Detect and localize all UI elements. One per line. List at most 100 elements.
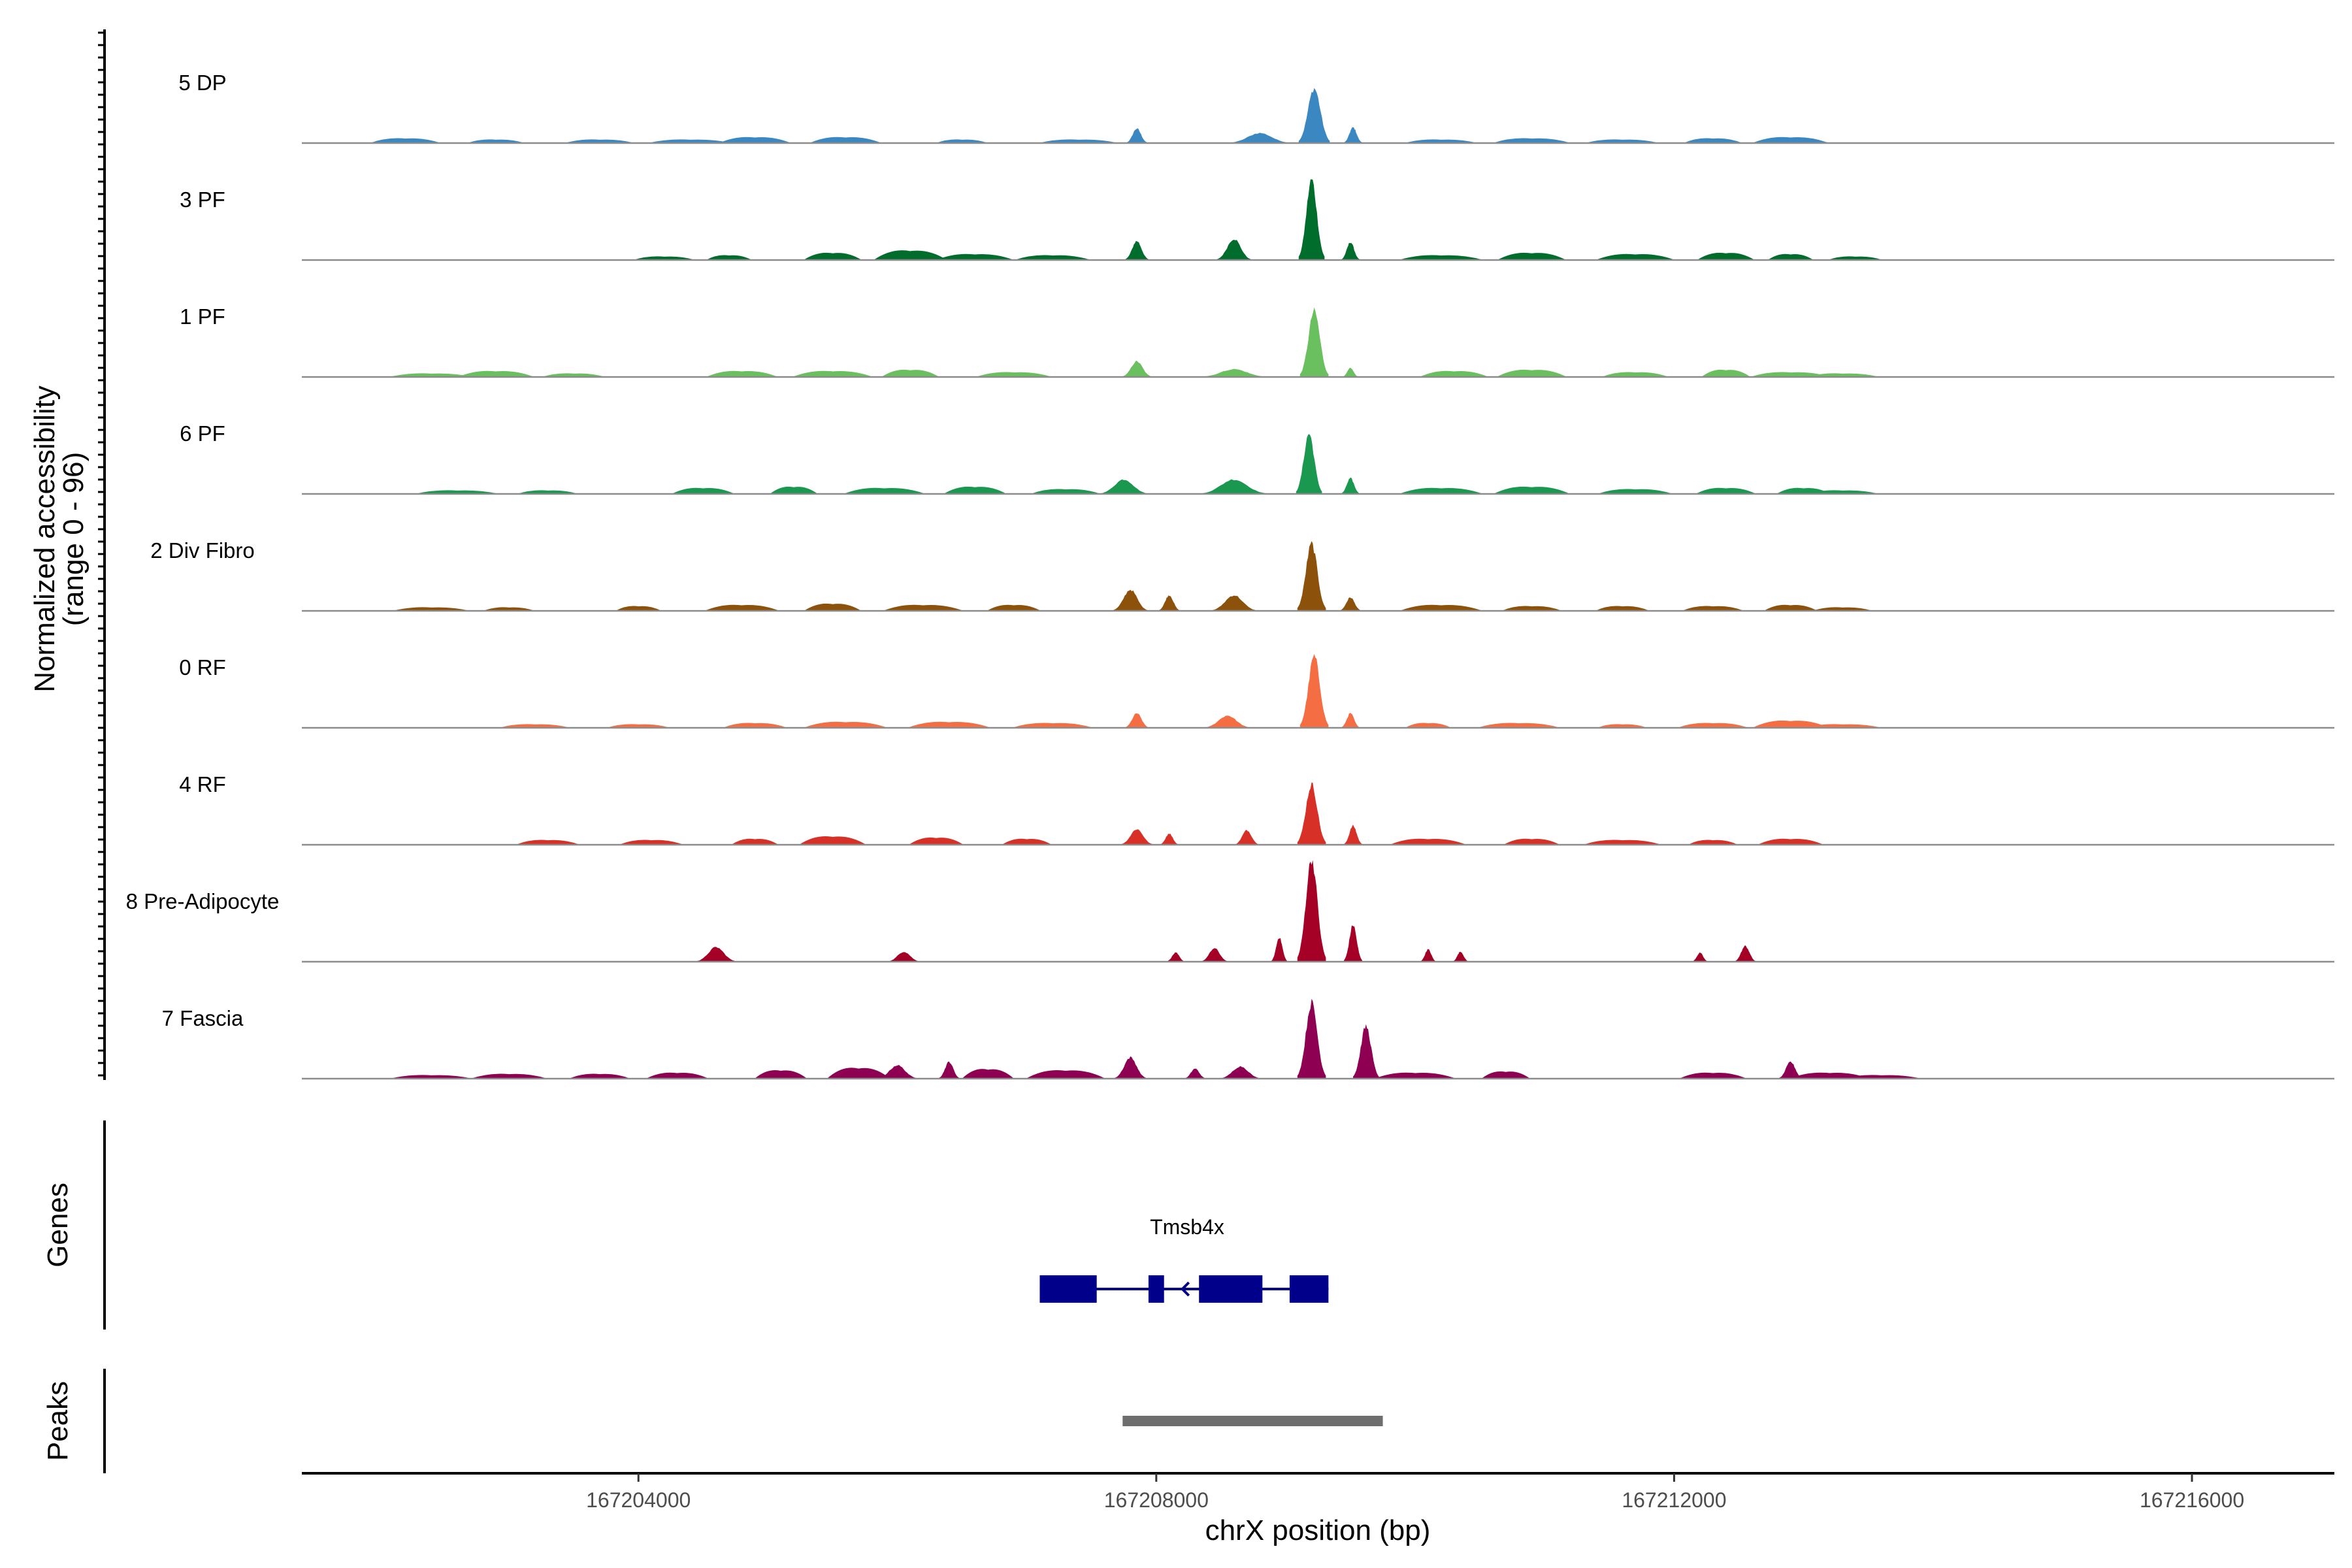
signal-bump [987,604,1041,611]
coverage-track: 4 RF [179,772,2334,846]
coverage-tracks: 5 DP 3 PF 1 PF 6 PF 2 Div Fibro 0 RF 4 RF 8 Pre… [126,71,2334,1080]
signal-peak [1122,361,1151,377]
coverage-track: 2 Div Fibro [150,538,2334,612]
signal-bump [1763,604,1818,611]
x-tick-label: 167212000 [1622,1488,1726,1512]
signal-peak [1125,713,1149,728]
signal-bump [1493,486,1571,494]
gene-label: Tmsb4x [1150,1215,1224,1239]
coverage-track: 3 PF [180,179,2334,261]
signal-peak [1344,825,1362,845]
signal-peak [1184,1068,1206,1079]
signal-peak [1344,925,1362,962]
signal-peak [1230,133,1290,143]
signal-bump [1002,838,1053,845]
signal-peak [1296,434,1322,494]
signal-peak [696,947,736,962]
signal-bump [1752,137,1829,143]
signal-bump [392,607,471,611]
peaks-track-label: Peaks [42,1381,74,1461]
signal-bump [1419,370,1489,377]
signal-bump [843,487,926,494]
signal-bump [731,838,779,845]
signal-bump [754,1070,808,1079]
signal-bump [467,139,525,143]
signal-bump [1683,138,1742,143]
signal-peak [1205,715,1250,728]
signal-bump [1584,139,1660,143]
signal-bump [1802,724,1883,728]
signal-bump [1767,253,1814,260]
signal-bump [1038,139,1119,143]
signal-bump [907,721,991,728]
signal-peak [1299,654,1329,728]
signal-bump [1398,255,1484,260]
signal-peak [1113,589,1147,611]
signal-peak [1341,477,1360,494]
signal-bump [975,372,1053,377]
x-tick-label: 167216000 [2140,1488,2244,1512]
signal-bump [1389,838,1467,845]
signal-bump [1812,607,1873,611]
signal-bump [498,724,571,728]
signal-peak [1340,597,1361,611]
signal-peak [938,1062,960,1079]
signal-peak [1343,367,1358,377]
signal-peak [877,1065,917,1079]
signal-peak [1298,88,1330,143]
signal-bump [1011,723,1094,728]
signal-peak [1692,952,1708,962]
signal-bump [1595,253,1675,260]
signal-peak [1271,938,1287,962]
signal-bump [1678,1072,1747,1079]
signal-bump [826,1068,890,1079]
gene-exon [1039,1275,1097,1303]
signal-bump [1697,252,1755,260]
signal-bump [1752,720,1829,728]
signal-bump [1701,369,1751,377]
signal-bump [1757,838,1824,845]
signal-peak [1160,833,1179,845]
signal-bump [517,490,579,494]
signal-peak [1299,307,1329,377]
signal-peak [1778,1061,1803,1079]
y-axis-title-line1: Normalized accessibility [29,385,61,692]
y-axis-title-line2: (range 0 - 96) [57,452,90,627]
signal-bump [1805,490,1880,494]
signal-bump [1492,138,1571,143]
peak-regions [1122,1416,1383,1426]
signal-peak [1297,998,1326,1079]
signal-peak [1735,945,1756,962]
signal-bump [1501,606,1562,611]
signal-bump [706,370,778,377]
signal-bump [936,139,988,143]
signal-bump [1582,840,1662,845]
signal-bump [1374,1072,1456,1079]
genes-track: Genes Tmsb4x [42,1120,1329,1330]
signal-bump [704,604,780,611]
signal-bump [1404,139,1478,143]
signal-peak [1341,242,1360,260]
track-label: 4 RF [179,772,226,796]
signal-bump [1496,369,1567,377]
signal-bump [962,1069,1015,1079]
coverage-track: 8 Pre-Adipocyte [126,860,2334,963]
signal-bump [803,721,888,728]
signal-bump [414,490,500,494]
signal-bump [647,139,733,143]
peak-region-bar [1122,1416,1383,1426]
signal-peak [1353,1024,1379,1079]
track-label: 2 Div Fibro [150,538,255,563]
signal-bump [1481,1071,1531,1079]
signal-bump [1677,723,1749,728]
x-axis-title: chrX position (bp) [1205,1514,1431,1546]
signal-peak [1298,179,1325,260]
signal-peak [1341,713,1360,728]
signal-bump [632,256,696,260]
y-axis-title: Normalized accessibility (range 0 - 96) [29,385,90,692]
signal-peak [1125,241,1149,260]
signal-peak [1100,479,1147,494]
signal-peak [1297,860,1326,962]
signal-bump [542,373,606,377]
x-tick-label: 167208000 [1104,1488,1209,1512]
